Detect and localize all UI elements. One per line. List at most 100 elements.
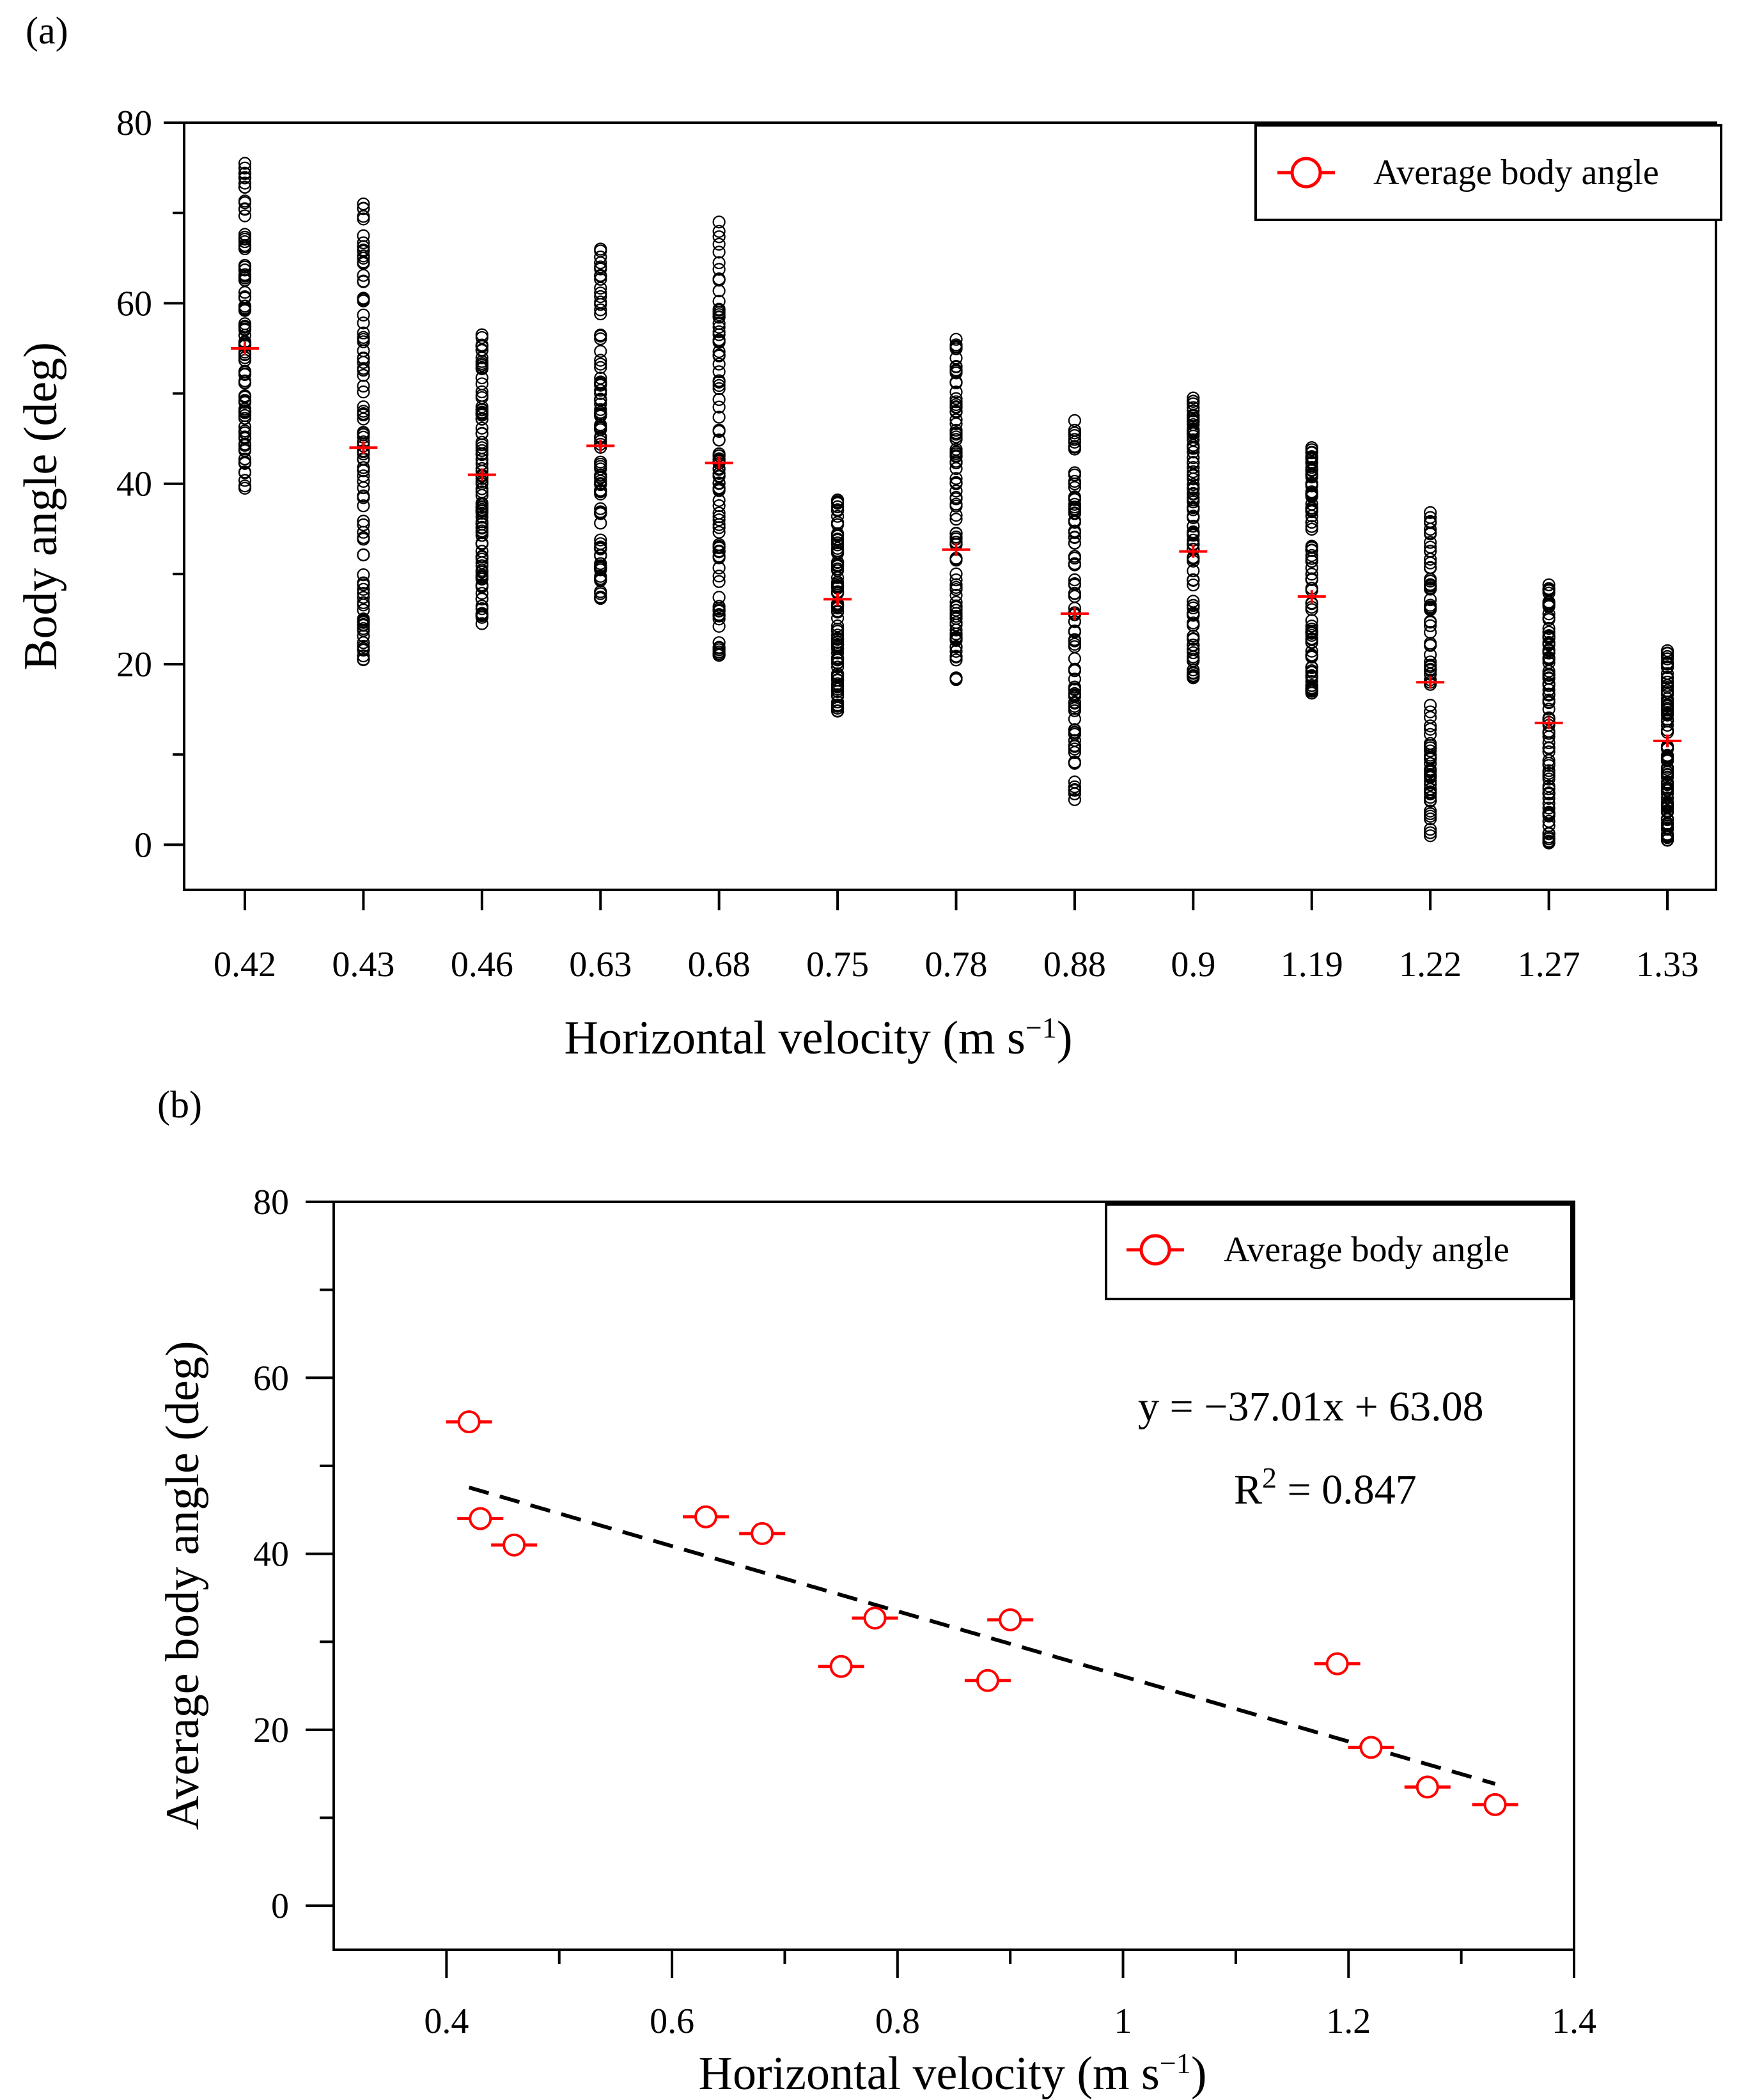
data-point [999,1608,1022,1631]
raw-data-point [1542,827,1556,841]
raw-data-point [1542,693,1556,707]
raw-data-point [1068,531,1082,545]
raw-data-point [949,405,963,419]
raw-data-point [238,209,252,222]
raw-data-point [949,332,963,346]
raw-data-point [1660,784,1674,797]
x-tick-label: 0.46 [451,945,513,984]
raw-data-point [831,605,845,619]
raw-data-point [1542,625,1556,639]
raw-data-point [1068,673,1082,686]
raw-data-point [949,609,963,623]
raw-data-point [1068,775,1082,789]
raw-data-point [712,645,726,658]
x-tick-label: 1.27 [1518,945,1580,984]
raw-data-point [1068,687,1082,701]
raw-data-point [1660,770,1674,784]
raw-data-point [1305,675,1318,688]
raw-data-point [1424,749,1437,762]
raw-data-point [357,197,370,211]
raw-data-point [831,495,845,509]
x-tick-label: 1.2 [1326,2002,1371,2041]
raw-data-point [712,237,726,251]
raw-data-point [712,570,726,583]
raw-data-point [1187,669,1200,683]
raw-data-point [712,484,726,497]
raw-data-point [949,490,963,504]
raw-data-point [1542,631,1556,644]
raw-data-point [831,547,845,560]
raw-data-point [1068,468,1082,482]
raw-data-point [475,339,488,353]
raw-data-point [1542,578,1556,591]
raw-data-point [1187,598,1200,612]
raw-data-point [1305,685,1318,698]
raw-data-point [1305,671,1318,685]
raw-data-point [594,357,607,371]
raw-data-point [1424,786,1437,800]
y-tick-label: 0 [271,1886,289,1926]
raw-data-point [1068,726,1082,740]
raw-data-point [594,591,607,604]
raw-data-point [1187,442,1200,455]
raw-data-point [594,557,607,570]
raw-data-point [357,489,370,502]
raw-data-point [357,619,370,632]
raw-data-point [357,364,370,377]
raw-data-point [1660,706,1674,719]
raw-data-point [1187,650,1200,664]
raw-data-point [357,405,370,418]
raw-data-point [1187,451,1200,465]
raw-data-point [357,243,370,257]
raw-data-point [1542,769,1556,782]
raw-data-point [712,545,726,558]
raw-data-point [1305,552,1318,565]
raw-data-point [712,325,726,339]
raw-data-point [1542,736,1556,749]
panel-a-legend-marker-icon [1290,157,1322,189]
panel-a-x-axis-title: Horizontal velocity (m s−1) [565,1011,1073,1065]
raw-data-point [1424,763,1437,776]
raw-data-point [238,395,252,408]
raw-data-point [357,249,370,263]
raw-data-point [831,660,845,674]
raw-data-point [475,565,488,579]
raw-data-point [1187,391,1200,405]
raw-data-point [712,423,726,437]
raw-data-point [1424,544,1437,558]
raw-data-point [594,384,607,397]
raw-data-point [1660,778,1674,791]
raw-data-point [1305,665,1318,679]
raw-data-point [1068,696,1082,709]
raw-data-point [1424,770,1437,784]
x-tick-label: 0.63 [569,945,632,984]
raw-data-point [475,571,488,584]
raw-data-point [594,487,607,501]
raw-data-point [1542,703,1556,716]
raw-data-point [949,595,963,609]
panel-b-points [446,1410,1518,1816]
raw-data-point [475,506,488,520]
raw-data-point [712,541,726,554]
raw-data-point [949,395,963,408]
panel-a-x-axis: 0.42 0.43 0.46 0.63 0.68 0.75 0.78 0.88 0.9 1.19 1… [214,890,1699,984]
raw-data-point [1542,772,1556,786]
raw-data-point [949,634,963,647]
raw-data-point [949,423,963,437]
raw-data-point [238,202,252,215]
raw-data-point [1187,632,1200,646]
raw-data-point [1305,626,1318,640]
raw-data-point [238,233,252,246]
y-tick-label: 80 [116,104,152,143]
raw-data-point [1542,656,1556,669]
raw-data-point [475,550,488,564]
raw-data-point [1424,506,1437,519]
raw-data-point [1542,791,1556,805]
raw-data-point [1305,548,1318,563]
raw-data-point [949,476,963,489]
raw-data-point [1542,643,1556,657]
raw-data-point [949,366,963,380]
raw-data-point [238,439,252,452]
raw-data-point [475,515,488,529]
raw-data-point [1187,404,1200,417]
